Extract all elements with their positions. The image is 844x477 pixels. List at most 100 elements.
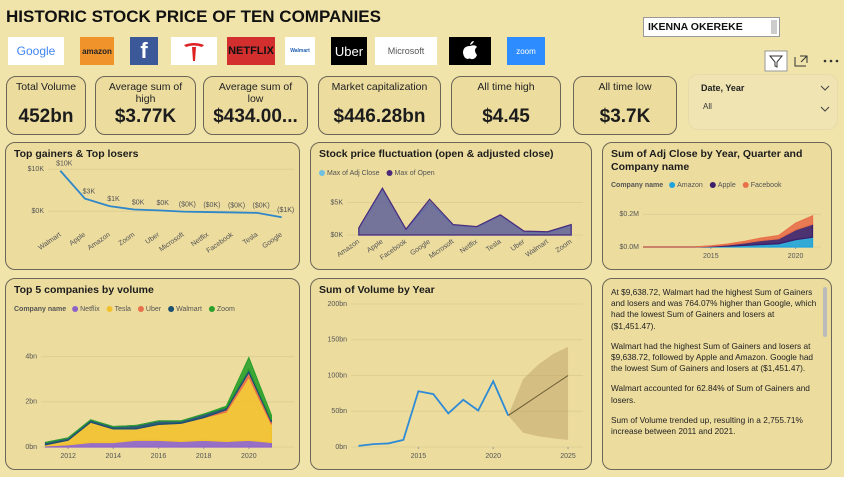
legend-marker: [669, 182, 676, 188]
forecast-band: [508, 346, 569, 440]
focus-icon[interactable]: [794, 55, 808, 67]
legend-marker: [72, 306, 79, 312]
legend-label: Apple: [718, 182, 736, 189]
author-name: IKENNA OKEREKE: [648, 21, 743, 33]
x-tick-label: Uber: [510, 238, 527, 253]
scrollbar[interactable]: [823, 287, 827, 337]
chart-title: Stock price fluctuation (open & adjusted…: [319, 148, 554, 160]
apple-shape: [463, 41, 477, 60]
author-box: IKENNA OKEREKE: [643, 17, 780, 37]
chart-title: Sum of Volume by Year: [319, 284, 435, 296]
y-tick-label: $10K: [28, 166, 45, 173]
logo-facebook: f: [130, 37, 158, 65]
kpi-value: $434.00...: [213, 106, 298, 127]
legend-title: Company name: [611, 182, 663, 189]
x-tick-label: 2020: [485, 453, 501, 460]
more-dot[interactable]: [829, 59, 833, 63]
data-label: ($0K): [228, 202, 245, 209]
chart-panel: $0.0M $0.2M 2015 2020 Company name Amazon Appl…: [602, 142, 832, 270]
chart: $0.0M $0.2M 2015 2020 Company name Amazon Appl…: [611, 182, 821, 260]
x-tick-label: 2012: [60, 453, 76, 460]
chart-panel: $0K $5K Amazon Apple Facebook Google Microsoft…: [310, 142, 592, 270]
forecast-line: [507, 375, 569, 416]
legend-marker: [106, 306, 113, 312]
data-label: $0K: [132, 199, 145, 206]
narrative-paragraph: Walmart had the highest Sum of Gainers a…: [611, 340, 814, 374]
kpi-value: $3.77K: [114, 106, 177, 127]
chart: 0bn 50bn 100bn 150bn 200bn 2015 2020 2025: [328, 301, 583, 460]
x-tick-label: 2016: [151, 453, 167, 460]
kpi-card: Average sum of low $434.00...: [203, 76, 308, 135]
x-tick-label: Facebook: [206, 231, 236, 255]
x-tick-label: 2014: [105, 453, 121, 460]
data-label: $1K: [107, 196, 120, 203]
y-tick-label: $0.0M: [620, 244, 640, 251]
chart-title: Sum of Adj Close by Year, Quarter and Co…: [611, 148, 803, 174]
area: [45, 356, 273, 444]
kpi-label: All time low: [598, 81, 652, 93]
narrative-paragraph: Walmart accounted for 62.84% of Sum of G…: [611, 383, 810, 405]
slicer-chevrons: [820, 85, 830, 112]
chart-panel: $0K $10K Walmart Apple Amazon Zoom Uber Microso…: [5, 142, 300, 270]
chart-panel: 0bn 2bn 4bn 2012 2014 2016 2018 2020 Company nam…: [5, 278, 300, 470]
line: [358, 379, 509, 447]
data-label: ($1K): [277, 207, 294, 214]
x-tick-label: 2020: [241, 453, 257, 460]
narrative-panel: At $9,638.72, Walmart had the highest Su…: [602, 278, 832, 470]
x-tick-label: Google: [261, 231, 284, 250]
x-tick-label: 2015: [411, 453, 427, 460]
x-tick-label: Amazon: [87, 231, 112, 252]
kpi-value: $3.7K: [599, 106, 651, 127]
legend-label: Amazon: [677, 182, 703, 189]
kpi-label: Market capitalization: [331, 81, 428, 93]
filter-icon: [768, 55, 784, 68]
logo-apple: [449, 37, 491, 65]
data-label: $3K: [83, 188, 96, 195]
x-tick-label: 2020: [788, 253, 804, 260]
chart-panel: 0bn 50bn 100bn 150bn 200bn 2015 2020 2025 Sum of…: [310, 278, 592, 470]
narrative-paragraph: At $9,638.72, Walmart had the highest Su…: [611, 287, 817, 331]
author-scroll: [771, 20, 777, 34]
x-tick-label: Microsoft: [158, 231, 185, 253]
more-dot[interactable]: [823, 59, 827, 63]
chart-title: Top gainers & Top losers: [14, 148, 139, 160]
data-label: $10K: [56, 161, 73, 168]
y-tick-label: 4bn: [25, 353, 37, 360]
x-tick-label: Tesla: [485, 238, 502, 253]
legend-marker: [208, 306, 215, 312]
y-tick-label: 0bn: [335, 444, 347, 451]
legend-label: Uber: [146, 306, 162, 313]
legend-marker: [742, 182, 749, 188]
chart-title: Top 5 companies by volume: [14, 284, 154, 296]
logo-walmart: Walmart: [285, 37, 315, 65]
slicer-label: Date, Year: [701, 83, 745, 93]
x-tick-label: Netflix: [459, 238, 479, 255]
y-tick-label: 2bn: [25, 399, 37, 406]
more-dot[interactable]: [835, 59, 839, 63]
logo-tesla: [171, 37, 217, 65]
x-tick-label: Amazon: [336, 238, 361, 259]
chevron: [820, 85, 830, 112]
slicer[interactable]: Date, Year All: [688, 74, 838, 130]
logo-microsoft: Microsoft: [375, 37, 437, 65]
kpi-card: Total Volume 452bn: [6, 76, 86, 135]
data-label: ($0K): [179, 201, 196, 208]
legend-label: Netflix: [80, 306, 100, 313]
x-tick-label: Zoom: [118, 231, 137, 247]
y-tick-label: $0K: [32, 208, 45, 215]
y-tick-label: $0K: [331, 232, 344, 239]
x-tick-label: Walmart: [37, 231, 62, 252]
legend-label: Max of Open: [395, 170, 435, 177]
kpi-card: Market capitalization $446.28bn: [318, 76, 441, 135]
legend-label: Zoom: [217, 306, 235, 313]
chart: $0K $10K Walmart Apple Amazon Zoom UberMicroso…: [28, 161, 295, 255]
x-tick-label: Apple: [68, 231, 87, 247]
kpi-value: $4.45: [482, 106, 530, 127]
x-tick-label: Netflix: [190, 231, 210, 248]
filter-button[interactable]: [764, 50, 788, 72]
chart: 0bn 2bn 4bn 2012 2014 2016 2018 2020 Company nam…: [14, 306, 294, 460]
kpi-card: All time high $4.45: [451, 76, 561, 135]
x-tick-label: Facebook: [379, 238, 409, 262]
data-label: $0K: [156, 200, 169, 207]
